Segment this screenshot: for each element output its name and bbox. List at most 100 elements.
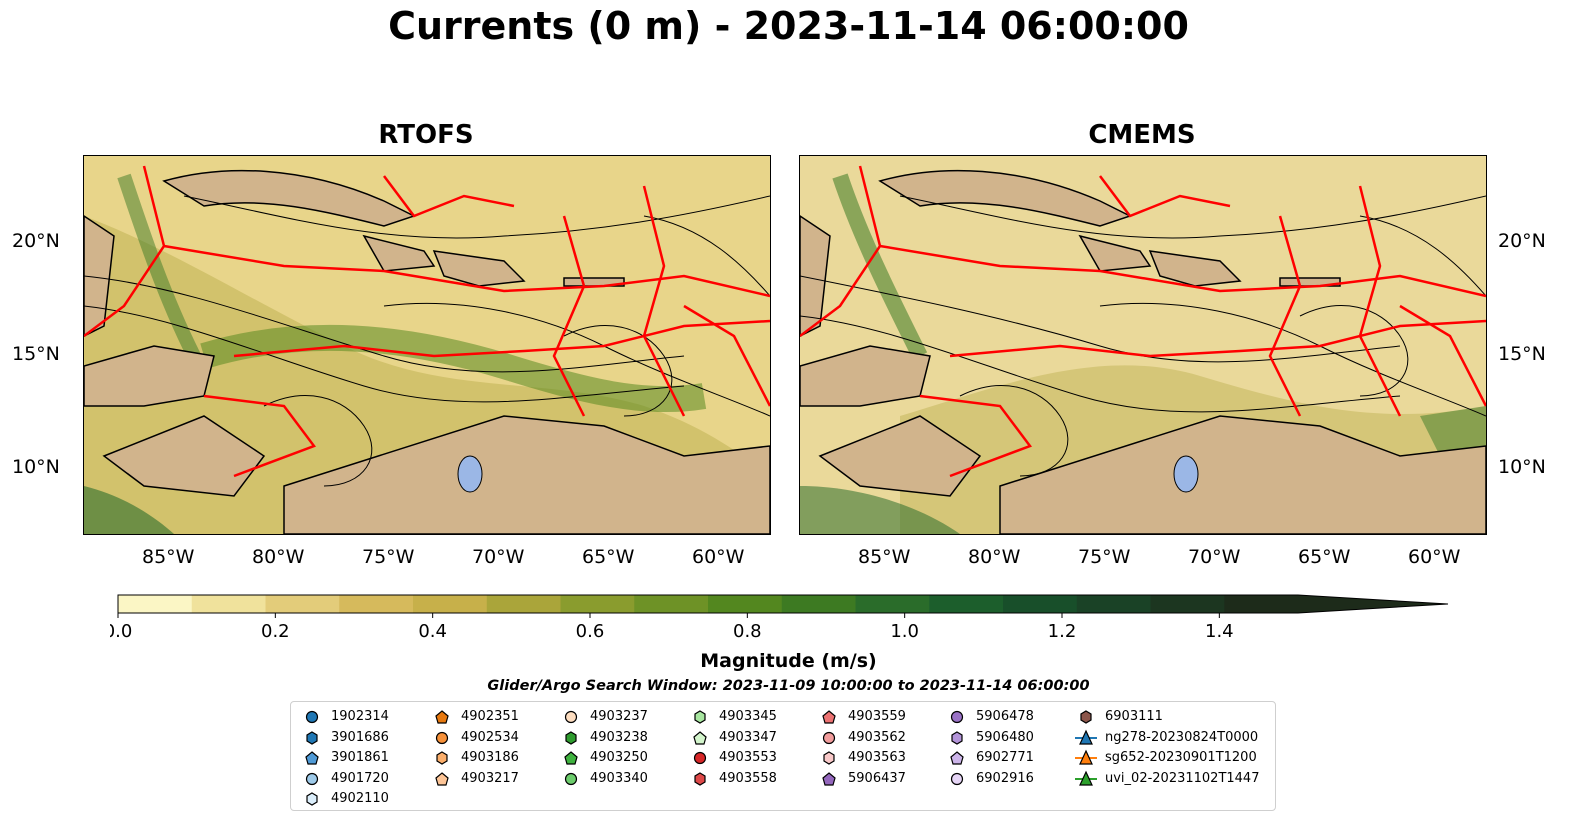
legend-item-label: ng278-20230824T0000 — [1105, 729, 1259, 745]
pentagon-marker-icon — [435, 710, 449, 724]
legend-item-label: 5906437 — [848, 770, 906, 786]
legend-item-label: 4903250 — [590, 750, 648, 765]
legend-item-label: 5906480 — [976, 729, 1034, 745]
lon-tick-75-left: 75°W — [362, 546, 415, 568]
lon-tick-85-left: 85°W — [142, 546, 195, 568]
rtofs-map-graphic — [84, 156, 770, 534]
legend-item-label: 4903238 — [590, 729, 648, 745]
legend-item-label: 6902771 — [976, 750, 1034, 765]
hexagon-marker-icon — [306, 730, 318, 745]
triangle-line-marker-icon — [1075, 770, 1097, 786]
colorbar-tick-label: 1.4 — [1205, 621, 1234, 642]
hexagon-marker-icon — [565, 730, 577, 745]
legend-item-label: 4901720 — [331, 770, 389, 786]
legend-item-label: 3901686 — [331, 729, 389, 745]
circle-marker-icon — [435, 731, 449, 744]
legend-item-label: 4902534 — [461, 729, 519, 745]
colorbar-segment — [191, 595, 266, 613]
colorbar-tick-label: 1.2 — [1048, 621, 1077, 642]
map-panel-rtofs[interactable] — [83, 155, 771, 535]
colorbar-segment — [413, 595, 488, 613]
legend-item-label: 4903340 — [590, 770, 648, 786]
lat-tick-20-right: 20°N — [1498, 230, 1546, 252]
circle-marker-icon — [305, 772, 319, 785]
circle-marker-icon — [305, 710, 319, 724]
legend-item-label: 4903558 — [719, 770, 777, 786]
colorbar-tick-label: 0.6 — [576, 621, 605, 642]
circle-marker-icon — [564, 710, 578, 724]
legend-item-label: 1902314 — [331, 709, 389, 724]
colorbar-segment — [486, 595, 561, 613]
lon-tick-65-right: 65°W — [1298, 546, 1351, 568]
colorbar-label: Magnitude (m/s) — [700, 650, 877, 672]
hexagon-marker-icon — [694, 771, 706, 786]
hexagon-marker-icon — [436, 751, 448, 765]
hexagon-marker-icon — [694, 710, 706, 724]
lat-tick-15-right: 15°N — [1498, 343, 1546, 365]
lon-tick-80-left: 80°W — [252, 546, 305, 568]
lon-tick-65-left: 65°W — [582, 546, 635, 568]
circle-marker-icon — [950, 710, 964, 724]
main-title: Currents (0 m) - 2023-11-14 06:00:00 — [388, 4, 1189, 48]
legend-item-label: 4902110 — [331, 791, 389, 806]
triangle-line-marker-icon — [1075, 749, 1097, 765]
legend-item-label: 4903345 — [719, 709, 777, 724]
legend-item-label: 4903562 — [848, 729, 906, 745]
legend-item-label: sg652-20230901T1200 — [1105, 750, 1257, 765]
colorbar-segment — [1003, 595, 1078, 613]
hexagon-marker-icon — [951, 730, 963, 745]
colorbar-tick-label: 0.2 — [261, 621, 290, 642]
legend-item-label: 3901861 — [331, 750, 389, 765]
pentagon-marker-icon — [564, 751, 578, 765]
colorbar-segment — [560, 595, 635, 613]
legend-item-label: 4903553 — [719, 750, 777, 765]
colorbar-segment — [1076, 595, 1151, 613]
legend-item-label: 4903559 — [848, 709, 906, 724]
colorbar-segment — [855, 595, 930, 613]
legend-item-label: 4903347 — [719, 729, 777, 745]
legend-item-label: 4903237 — [590, 709, 648, 724]
pentagon-marker-icon — [950, 751, 964, 765]
lon-tick-70-right: 70°W — [1188, 546, 1241, 568]
colorbar-outline — [117, 594, 1449, 614]
circle-marker-icon — [950, 772, 964, 785]
lat-tick-10-left: 10°N — [12, 456, 60, 478]
pentagon-marker-icon — [693, 730, 707, 745]
cmems-map-graphic — [800, 156, 1486, 534]
colorbar-segment — [634, 595, 709, 613]
legend-item-label: 4903563 — [848, 750, 906, 765]
map-panel-cmems[interactable] — [799, 155, 1487, 535]
lon-tick-85-right: 85°W — [858, 546, 911, 568]
legend-item-label: 4902351 — [461, 709, 519, 724]
colorbar-tick-label: 0.4 — [418, 621, 447, 642]
panel-title-cmems: CMEMS — [1088, 120, 1196, 150]
lat-tick-10-right: 10°N — [1498, 456, 1546, 478]
lon-tick-75-right: 75°W — [1078, 546, 1131, 568]
colorbar: 0.0 0.2 0.4 0.6 0.8 1.0 1.2 1.4 — [110, 594, 1449, 642]
panel-title-rtofs: RTOFS — [378, 120, 474, 150]
hexagon-marker-icon — [823, 751, 835, 765]
colorbar-tick-label: 0.8 — [733, 621, 762, 642]
legend-item-label: uvi_02-20231102T1447 — [1105, 770, 1260, 786]
colorbar-segment — [708, 595, 783, 613]
pentagon-marker-icon — [822, 710, 836, 724]
colorbar-extend-arrow — [1298, 595, 1448, 613]
colorbar-segment — [781, 595, 856, 613]
pentagon-marker-icon — [822, 771, 836, 786]
circle-marker-icon — [693, 751, 707, 765]
search-window-text: Glider/Argo Search Window: 2023-11-09 10… — [487, 678, 1090, 694]
legend-item-label: 6903111 — [1105, 709, 1163, 724]
pentagon-marker-icon — [435, 771, 449, 786]
lon-tick-60-right: 60°W — [1408, 546, 1461, 568]
lon-tick-60-left: 60°W — [692, 546, 745, 568]
lat-tick-20-left: 20°N — [12, 230, 60, 252]
colorbar-segment — [1224, 595, 1299, 613]
hexagon-marker-icon — [1080, 710, 1092, 724]
lat-tick-15-left: 15°N — [12, 343, 60, 365]
colorbar-tick-label: 1.0 — [890, 621, 919, 642]
colorbar-segment — [929, 595, 1004, 613]
legend-item-label: 4903217 — [461, 770, 519, 786]
circle-marker-icon — [564, 772, 578, 785]
triangle-line-marker-icon — [1075, 729, 1097, 745]
pentagon-marker-icon — [305, 751, 319, 765]
